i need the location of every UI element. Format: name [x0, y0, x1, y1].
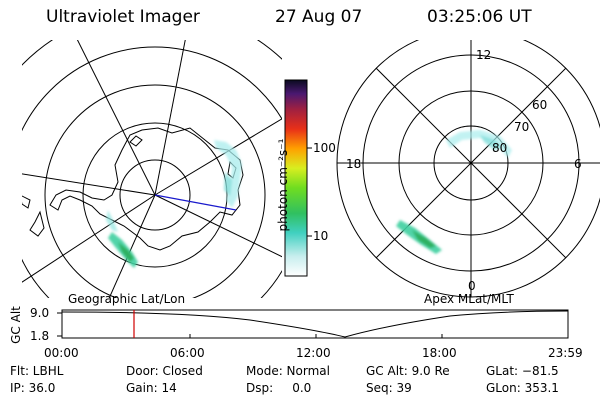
info-gain: Gain: 14	[126, 381, 177, 395]
time-tick-1200: 12:00	[296, 346, 331, 360]
lat-circle-inner	[119, 159, 191, 231]
instrument-title: Ultraviolet Imager	[46, 7, 200, 27]
geographic-map	[22, 40, 282, 298]
time-tick-0600: 06:00	[170, 346, 205, 360]
time-tick-2359: 23:59	[548, 346, 583, 360]
info-mode: Mode: Normal	[246, 364, 330, 378]
lat-circle-2	[82, 122, 228, 268]
colorbar-tick-100: 100	[313, 141, 336, 155]
altitude-curve	[61, 310, 569, 338]
info-dsp: Dsp: 0.0	[246, 381, 312, 395]
time-label: 03:25:06 UT	[427, 7, 532, 27]
colorbar-unit-label: photon cm⁻²s⁻¹	[276, 138, 290, 232]
info-gc-alt: GC Alt: 9.0 Re	[366, 364, 450, 378]
time-tick-1800: 18:00	[422, 346, 457, 360]
mlt-label-18: 18	[346, 157, 361, 171]
mlat-label-60: 60	[532, 98, 547, 112]
date-label: 27 Aug 07	[275, 7, 363, 27]
lat-circle-3	[44, 84, 266, 298]
info-filter: Flt: LBHL	[10, 364, 64, 378]
mlat-circle-outer	[336, 40, 600, 298]
lat-circle-4	[22, 46, 282, 298]
mlat-label-70: 70	[514, 120, 529, 134]
mlt-label-0: 0	[468, 279, 476, 293]
info-glon: GLon: 353.1	[486, 381, 559, 395]
info-seq: Seq: 39	[366, 381, 412, 395]
altitude-plot-frame	[61, 309, 569, 339]
colorbar	[284, 79, 312, 277]
geographic-label: Geographic Lat/Lon	[68, 292, 186, 306]
altitude-ytick-high: 9.0	[30, 306, 50, 320]
magnetic-map: 12 18 6 0 60 70 80	[336, 40, 600, 298]
mlt-label-12: 12	[476, 48, 491, 62]
altitude-plot	[57, 309, 569, 339]
colorbar-tick-10: 10	[313, 229, 329, 243]
mlat-label-80: 80	[492, 141, 507, 155]
mlt-label-6: 6	[574, 157, 582, 171]
sun-direction-line	[154, 194, 237, 211]
apex-label: Apex MLat/MLT	[424, 292, 514, 306]
info-door: Door: Closed	[126, 364, 203, 378]
altitude-ylabel: GC Alt	[9, 306, 23, 344]
altitude-ytick-low: 1.8	[30, 329, 50, 343]
time-tick-0000: 00:00	[44, 346, 79, 360]
info-glat: GLat: −81.5	[486, 364, 559, 378]
info-ip: IP: 36.0	[10, 381, 56, 395]
